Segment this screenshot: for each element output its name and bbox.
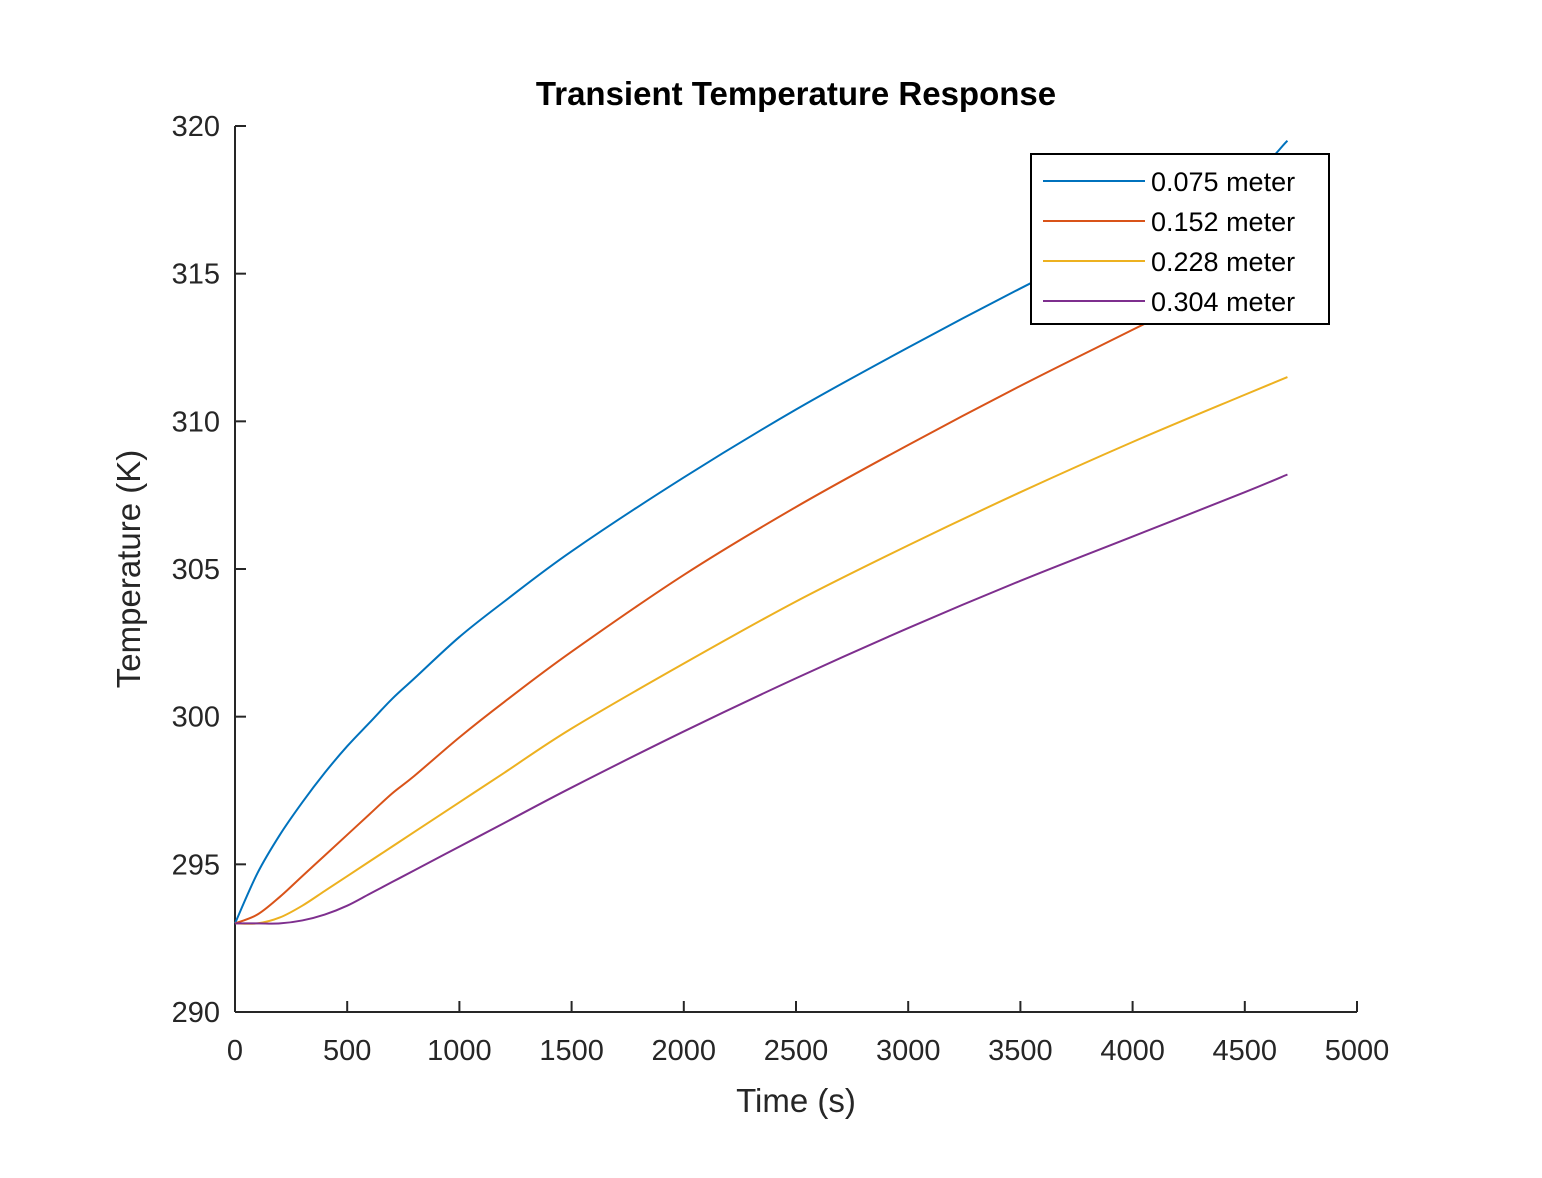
x-tick-label: 0 — [227, 1035, 243, 1067]
x-tick-label: 3500 — [988, 1035, 1053, 1067]
y-tick-label: 300 — [172, 702, 220, 734]
x-tick-label: 5000 — [1325, 1035, 1390, 1067]
legend: 0.075 meter 0.152 meter 0.228 meter 0.304 m… — [1030, 153, 1330, 325]
chart-title: Transient Temperature Response — [536, 75, 1056, 112]
legend-label: 0.304 meter — [1151, 287, 1295, 317]
y-tick-label: 315 — [172, 259, 220, 291]
x-tick-label: 3000 — [876, 1035, 941, 1067]
x-tick-label: 4000 — [1100, 1035, 1165, 1067]
legend-label: 0.152 meter — [1151, 207, 1295, 237]
series-line — [234, 252, 1288, 925]
x-tick-label: 2000 — [652, 1035, 717, 1067]
x-tick-label: 500 — [323, 1035, 371, 1067]
y-ticks: 290 295 300 305 310 315 320 — [172, 111, 246, 1029]
x-ticks: 0 500 1000 1500 2000 2500 3000 3500 4000 4500 5000 — [227, 1001, 1389, 1067]
x-tick-label: 4500 — [1213, 1035, 1278, 1067]
x-axis-label: Time (s) — [736, 1082, 856, 1119]
x-tick-label: 1500 — [539, 1035, 604, 1067]
y-tick-label: 310 — [172, 406, 220, 438]
y-axis-label: Temperature (K) — [110, 450, 147, 688]
y-tick-label: 305 — [172, 554, 220, 586]
y-tick-label: 320 — [172, 111, 220, 143]
legend-label: 0.075 meter — [1151, 167, 1295, 197]
x-tick-label: 2500 — [764, 1035, 829, 1067]
y-tick-label: 295 — [172, 849, 220, 881]
x-tick-label: 1000 — [427, 1035, 492, 1067]
series-line — [234, 376, 1288, 925]
series-line — [234, 473, 1288, 925]
legend-box — [1030, 153, 1330, 325]
y-tick-label: 290 — [172, 997, 220, 1029]
legend-label: 0.228 meter — [1151, 247, 1295, 277]
